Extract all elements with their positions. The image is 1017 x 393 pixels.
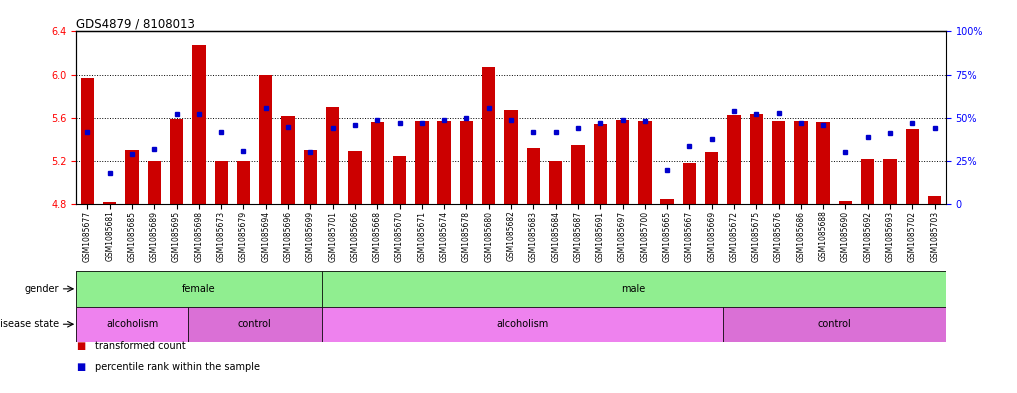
Bar (549, 161, 562, 204)
Text: transformed count: transformed count (95, 341, 185, 351)
Bar (772, 121, 785, 204)
Bar (188, 307, 321, 342)
Bar (370, 122, 384, 204)
Bar (794, 121, 807, 204)
Bar (76, 307, 188, 342)
Bar (76, 271, 321, 307)
Bar (572, 145, 585, 204)
Bar (80, 78, 95, 204)
Bar (147, 161, 161, 204)
Bar (504, 110, 518, 204)
Text: ■: ■ (76, 341, 85, 351)
Text: disease state: disease state (0, 319, 59, 329)
Bar (282, 116, 295, 204)
Bar (839, 201, 852, 204)
Bar (750, 114, 763, 204)
Bar (928, 196, 942, 204)
Bar (616, 120, 630, 204)
Bar (304, 150, 317, 204)
Text: female: female (182, 284, 216, 294)
Bar (660, 199, 674, 204)
Bar (321, 271, 946, 307)
Bar (103, 202, 116, 204)
Bar (682, 163, 696, 204)
Bar (460, 121, 473, 204)
Bar (125, 150, 138, 204)
Bar (527, 148, 540, 204)
Bar (192, 46, 205, 204)
Bar (259, 75, 273, 204)
Text: alcoholism: alcoholism (496, 319, 548, 329)
Text: percentile rank within the sample: percentile rank within the sample (95, 362, 259, 373)
Bar (727, 115, 740, 204)
Text: control: control (818, 319, 851, 329)
Bar (861, 159, 875, 204)
Text: ■: ■ (76, 362, 85, 373)
Bar (437, 121, 451, 204)
Bar (906, 129, 919, 204)
Bar (817, 122, 830, 204)
Bar (723, 307, 946, 342)
Bar (170, 119, 183, 204)
Bar (393, 156, 406, 204)
Bar (884, 159, 897, 204)
Bar (215, 161, 228, 204)
Bar (482, 67, 495, 204)
Bar (594, 124, 607, 204)
Text: male: male (621, 284, 646, 294)
Bar (321, 307, 723, 342)
Text: GDS4879 / 8108013: GDS4879 / 8108013 (76, 17, 195, 30)
Bar (705, 152, 718, 204)
Bar (348, 151, 362, 204)
Bar (326, 107, 340, 204)
Bar (415, 121, 428, 204)
Bar (237, 161, 250, 204)
Text: gender: gender (24, 284, 59, 294)
Text: alcoholism: alcoholism (106, 319, 158, 329)
Bar (638, 121, 652, 204)
Text: control: control (238, 319, 272, 329)
